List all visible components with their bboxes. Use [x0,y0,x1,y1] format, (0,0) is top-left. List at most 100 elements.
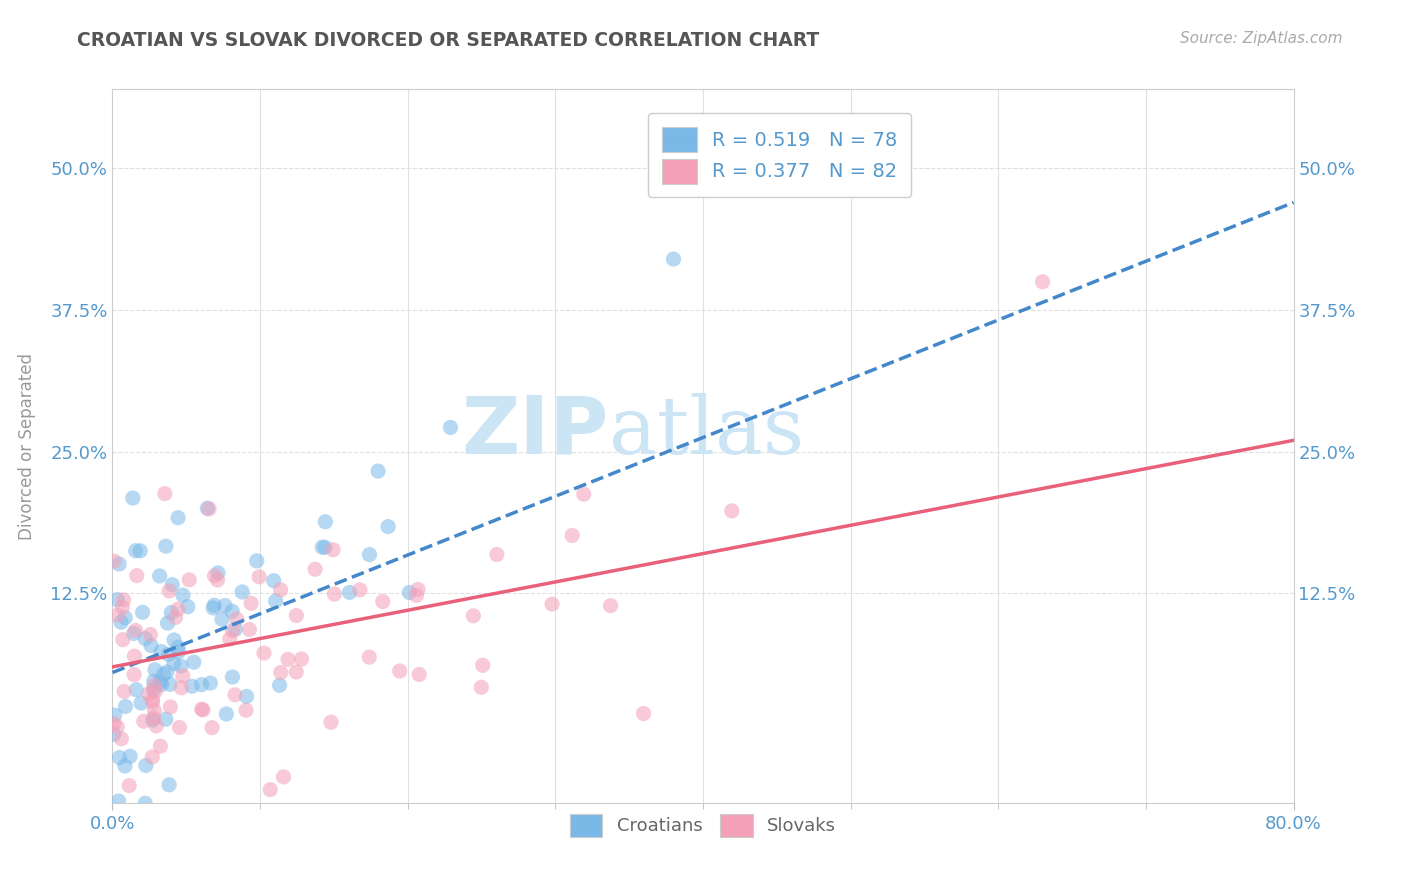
Point [247,570,270,584]
Point [103,716,125,731]
Point [439,420,461,434]
Point [141,695,163,709]
Point [104,708,127,723]
Point [114,610,136,624]
Point [167,640,190,655]
Point [134,796,156,810]
Point [204,569,226,583]
Point [162,578,184,592]
Point [172,669,194,683]
Point [190,702,212,716]
Point [110,615,132,630]
Point [103,727,125,741]
Point [156,616,179,631]
Text: Source: ZipAtlas.com: Source: ZipAtlas.com [1180,31,1343,46]
Point [572,487,595,501]
Point [143,704,166,718]
Point [153,486,176,500]
Point [124,649,146,664]
Point [103,833,125,847]
Point [170,659,193,673]
Point [202,599,225,613]
Point [285,608,308,623]
Point [138,687,160,701]
Point [463,608,485,623]
Point [105,592,128,607]
Point [124,624,146,638]
Point [322,542,344,557]
Point [122,667,145,681]
Point [149,569,172,583]
Point [231,585,253,599]
Point [198,502,221,516]
Point [377,519,399,533]
Point [253,646,276,660]
Point [359,650,381,665]
Point [163,632,186,647]
Point [633,706,655,721]
Point [172,588,194,602]
Point [211,612,233,626]
Point [155,712,177,726]
Point [215,706,238,721]
Point [238,623,260,637]
Point [143,679,166,693]
Point [662,252,685,266]
Point [142,713,165,727]
Point [165,610,187,624]
Point [105,720,128,734]
Point [167,645,190,659]
Point [195,501,218,516]
Point [388,664,411,678]
Point [111,600,134,615]
Point [157,648,180,662]
Point [311,540,333,554]
Point [285,665,308,679]
Point [145,719,167,733]
Point [111,632,134,647]
Point [471,658,494,673]
Point [190,678,212,692]
Point [141,692,163,706]
Point [398,585,420,599]
Point [270,665,292,680]
Point [169,721,191,735]
Point [129,696,152,710]
Point [269,678,291,692]
Point [406,582,429,597]
Point [221,624,243,638]
Point [264,594,287,608]
Point [135,758,157,772]
Point [214,599,236,613]
Point [139,639,162,653]
Point [177,599,200,614]
Point [114,759,136,773]
Point [599,599,621,613]
Point [120,749,142,764]
Point [181,679,204,693]
Point [112,684,135,698]
Point [157,778,180,792]
Point [202,601,225,615]
Text: atlas: atlas [609,392,804,471]
Point [263,574,285,588]
Point [721,504,744,518]
Point [160,606,183,620]
Point [124,543,146,558]
Point [314,541,336,555]
Text: CROATIAN VS SLOVAK DIVORCED OR SEPARATED CORRELATION CHART: CROATIAN VS SLOVAK DIVORCED OR SEPARATED… [77,31,820,50]
Point [235,690,257,704]
Point [240,596,263,610]
Point [485,548,508,562]
Point [103,554,125,568]
Point [131,605,153,619]
Point [107,608,129,623]
Text: ZIP: ZIP [461,392,609,471]
Point [156,665,179,679]
Point [349,582,371,597]
Point [142,682,165,697]
Point [224,622,246,636]
Point [170,681,193,695]
Point [246,554,269,568]
Point [259,782,281,797]
